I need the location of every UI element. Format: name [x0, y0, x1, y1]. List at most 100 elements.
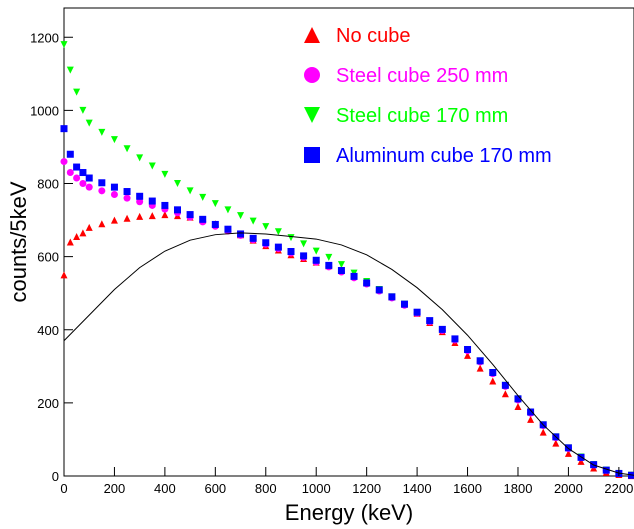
data-point	[79, 106, 87, 114]
data-point	[79, 169, 87, 177]
data-point	[136, 192, 144, 200]
data-point	[110, 183, 118, 191]
data-point	[325, 253, 333, 261]
data-point	[287, 234, 295, 242]
x-tick-label: 400	[154, 481, 176, 496]
data-point	[224, 206, 232, 214]
data-point	[262, 239, 270, 247]
x-tick-label: 1000	[302, 481, 331, 496]
series-1	[60, 158, 634, 479]
data-point	[85, 174, 93, 182]
data-point	[136, 154, 144, 162]
reference-curve	[63, 232, 634, 476]
data-point	[123, 188, 131, 196]
data-point	[211, 220, 219, 228]
data-point	[501, 381, 509, 389]
y-tick-label: 400	[37, 323, 59, 338]
x-tick-label: 800	[255, 481, 277, 496]
data-point	[325, 261, 333, 269]
data-point	[123, 214, 131, 222]
data-point	[337, 267, 345, 275]
data-point	[79, 180, 87, 187]
data-point	[489, 377, 497, 385]
data-point	[464, 345, 472, 353]
data-point	[148, 162, 156, 170]
data-point	[148, 212, 156, 220]
data-point	[161, 211, 169, 219]
data-point	[110, 136, 118, 144]
data-point	[199, 193, 207, 201]
data-point	[350, 272, 358, 280]
data-point	[98, 128, 106, 136]
x-tick-label: 200	[104, 481, 126, 496]
data-point	[186, 211, 194, 219]
data-point	[66, 169, 74, 177]
legend-label: Aluminum cube 170 mm	[336, 145, 552, 167]
data-point	[262, 223, 270, 231]
data-point	[66, 238, 74, 246]
data-point	[577, 457, 585, 465]
data-point	[73, 88, 81, 96]
data-point	[173, 180, 181, 187]
data-point	[66, 150, 74, 158]
data-point	[73, 174, 81, 182]
data-point	[451, 335, 459, 343]
data-point	[211, 200, 219, 208]
data-point	[388, 293, 396, 301]
data-point	[274, 243, 282, 251]
x-tick-label: 1600	[453, 481, 482, 496]
legend-marker	[304, 27, 320, 43]
data-point	[564, 444, 572, 452]
data-point	[413, 308, 421, 316]
data-point	[148, 197, 156, 205]
data-point	[564, 449, 572, 457]
y-tick-label: 800	[37, 177, 59, 192]
data-point	[186, 187, 194, 195]
legend-marker	[304, 67, 320, 83]
x-tick-label: 600	[204, 481, 226, 496]
data-point	[426, 317, 434, 325]
legend-marker	[304, 147, 320, 163]
y-tick-label: 600	[37, 250, 59, 265]
plot-frame	[63, 7, 634, 477]
x-tick-label: 1800	[504, 481, 533, 496]
series-layer	[60, 41, 634, 480]
data-point	[224, 225, 232, 233]
y-tick-label: 1000	[30, 103, 59, 118]
data-point	[123, 194, 131, 202]
data-point	[337, 261, 345, 269]
legend: No cube Steel cube 250 mm Steel cube 170 m…	[304, 25, 552, 167]
data-point	[161, 170, 169, 178]
data-point	[489, 369, 497, 377]
data-point	[73, 233, 81, 241]
data-point	[60, 158, 68, 166]
legend-label: Steel cube 170 mm	[336, 105, 508, 127]
data-point	[312, 256, 320, 264]
data-point	[552, 439, 560, 447]
x-axis-title: Energy (keV)	[285, 500, 413, 525]
axes-layer: 0 200 400 600 800 1000 1200 1400 1600 1800 2000 220…	[30, 30, 633, 496]
data-point	[98, 220, 106, 228]
data-point	[501, 390, 509, 398]
y-tick-label: 1200	[30, 30, 59, 45]
data-point	[400, 300, 408, 308]
data-point	[438, 325, 446, 333]
data-point	[476, 357, 484, 365]
x-tick-label: 1200	[352, 481, 381, 496]
data-point	[300, 240, 308, 248]
data-point	[539, 428, 547, 436]
data-point	[79, 229, 87, 237]
data-point	[274, 228, 282, 236]
data-point	[98, 179, 106, 187]
data-point	[237, 230, 245, 238]
data-point	[60, 41, 68, 49]
legend-marker	[304, 107, 320, 123]
series-3	[60, 125, 634, 479]
data-point	[375, 286, 383, 294]
data-point	[161, 201, 169, 209]
data-point	[199, 215, 207, 223]
data-point	[73, 163, 81, 171]
series-0	[60, 211, 634, 480]
x-tick-label: 1400	[403, 481, 432, 496]
